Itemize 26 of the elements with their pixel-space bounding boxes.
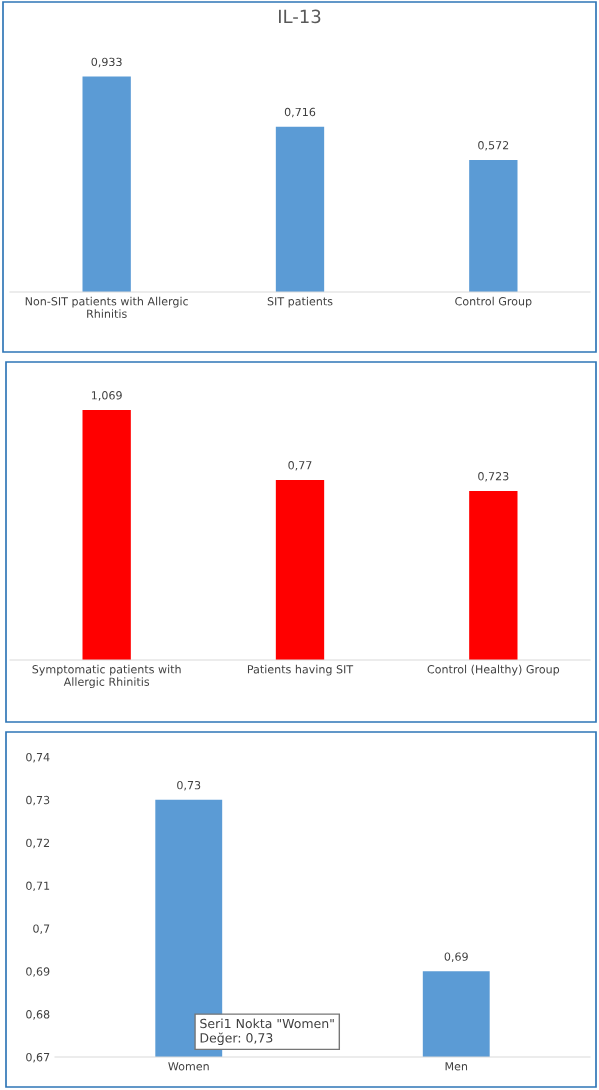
data-label: 0,723 [478,472,509,482]
y-tick-label: 0,74 [26,752,50,763]
y-tick-label: 0,72 [26,838,50,849]
data-label: 0,73 [177,780,201,791]
y-tick-label: 0,67 [26,1052,50,1063]
data-label: 0,69 [444,952,468,962]
data-label: 0,933 [91,57,122,68]
x-tick-label: Symptomatic patients with Allergic Rhinitis [32,664,181,689]
x-tick-label: Control (Healthy) Group [427,664,560,676]
data-label: 0,716 [284,107,316,118]
chart-title: IL-13 [278,9,321,24]
y-tick-label: 0,73 [26,795,50,806]
x-tick-label: Women [168,1062,209,1071]
y-tick-label: 0,69 [26,967,50,977]
x-tick-label: Control Group [455,296,532,308]
data-label: 1,069 [91,391,122,401]
x-tick-label: Men [445,1062,468,1071]
data-label: 0,77 [288,461,312,471]
annotation: Seri1 Nokta "Women" Değer: 0,73 [200,1018,334,1045]
x-tick-label: Patients having SIT [247,664,354,676]
data-label: 0,572 [478,141,509,151]
y-tick-label: 0,7 [33,924,50,934]
x-tick-label: Non-SIT patients with Allergic Rhinitis [25,296,188,318]
x-tick-label: SIT patients [267,296,333,308]
y-tick-label: 0,71 [26,881,50,892]
y-tick-label: 0,68 [26,1010,50,1020]
